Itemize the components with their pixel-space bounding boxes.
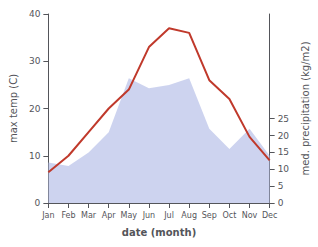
- svg-text:0: 0: [278, 198, 284, 208]
- svg-text:Apr: Apr: [102, 211, 117, 220]
- svg-text:Feb: Feb: [61, 211, 75, 220]
- svg-text:Jan: Jan: [41, 211, 54, 220]
- svg-text:5: 5: [278, 181, 284, 191]
- svg-text:Oct: Oct: [222, 211, 236, 220]
- svg-text:10: 10: [29, 151, 41, 161]
- svg-text:med. precipitation (kg/m2): med. precipitation (kg/m2): [300, 41, 311, 175]
- svg-text:0: 0: [35, 198, 41, 208]
- svg-text:20: 20: [278, 131, 290, 141]
- svg-text:Jun: Jun: [142, 211, 156, 220]
- svg-text:Sep: Sep: [202, 211, 217, 220]
- svg-text:Jul: Jul: [163, 211, 174, 220]
- svg-text:Mar: Mar: [81, 211, 97, 220]
- svg-text:20: 20: [29, 104, 41, 114]
- svg-text:10: 10: [278, 164, 290, 174]
- svg-text:Dec: Dec: [262, 211, 277, 220]
- svg-text:date (month): date (month): [122, 227, 196, 238]
- svg-text:15: 15: [278, 147, 289, 157]
- svg-text:May: May: [121, 211, 138, 220]
- svg-text:Nov: Nov: [242, 211, 258, 220]
- svg-text:max temp (C): max temp (C): [8, 74, 19, 143]
- svg-text:30: 30: [29, 56, 41, 66]
- svg-text:40: 40: [29, 9, 41, 19]
- svg-text:25: 25: [278, 114, 289, 124]
- svg-text:Aug: Aug: [181, 211, 197, 220]
